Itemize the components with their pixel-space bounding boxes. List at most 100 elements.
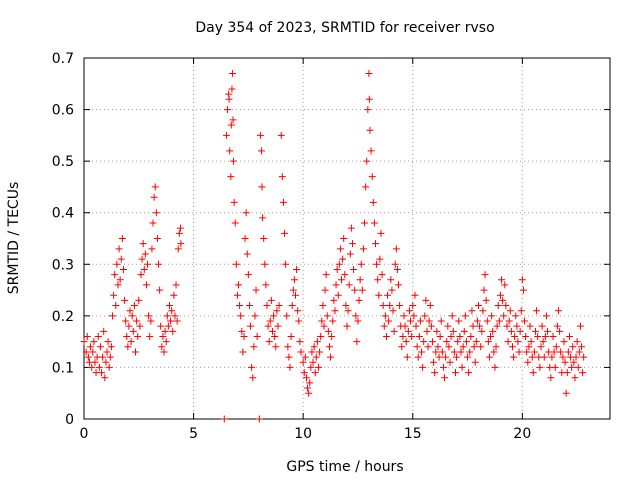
data-point [390, 327, 398, 335]
data-point [404, 327, 412, 335]
data-point [460, 327, 468, 335]
data-point [573, 338, 581, 346]
data-point [152, 209, 160, 217]
data-point [448, 312, 456, 320]
data-point [252, 286, 260, 294]
data-point [385, 317, 393, 325]
data-point [134, 332, 142, 340]
data-point [224, 106, 232, 114]
data-point [379, 302, 387, 310]
data-point [457, 348, 465, 356]
data-point [222, 131, 230, 139]
data-point [344, 307, 352, 315]
data-point [104, 338, 112, 346]
data-point [163, 312, 171, 320]
data-point [263, 302, 271, 310]
data-point [553, 322, 561, 330]
data-point [465, 369, 473, 377]
data-point [492, 343, 500, 351]
data-points [80, 69, 588, 423]
data-point [225, 95, 233, 103]
data-point [426, 302, 434, 310]
data-point [80, 338, 88, 346]
data-point [116, 276, 124, 284]
data-point [177, 240, 185, 248]
data-point [102, 358, 110, 366]
data-point [256, 131, 264, 139]
data-point [348, 240, 356, 248]
data-point [518, 276, 526, 284]
data-point [229, 69, 237, 77]
data-point [438, 348, 446, 356]
data-point [129, 327, 137, 335]
data-point [350, 265, 358, 273]
data-point [265, 338, 273, 346]
data-point [517, 307, 525, 315]
data-point [307, 363, 315, 371]
data-point [290, 276, 298, 284]
data-point [422, 296, 430, 304]
data-point [322, 271, 330, 279]
data-point [140, 265, 148, 273]
data-point [317, 332, 325, 340]
data-point [147, 317, 155, 325]
data-point [387, 276, 395, 284]
data-point [274, 322, 282, 330]
data-point [332, 281, 340, 289]
data-point [357, 260, 365, 268]
data-point [171, 312, 179, 320]
data-point [342, 302, 350, 310]
data-point [491, 363, 499, 371]
data-point [279, 198, 287, 206]
data-point [235, 281, 243, 289]
data-point [399, 332, 407, 340]
data-point [124, 343, 132, 351]
data-point [247, 322, 255, 330]
data-point [313, 338, 321, 346]
data-point [560, 338, 568, 346]
data-point [266, 317, 274, 325]
data-point [513, 322, 521, 330]
data-point [471, 358, 479, 366]
data-point [370, 219, 378, 227]
x-tick-label: 10 [294, 426, 312, 442]
x-tick-label: 20 [513, 426, 531, 442]
data-point [432, 348, 440, 356]
data-point [229, 157, 237, 165]
data-point [420, 338, 428, 346]
data-point [428, 338, 436, 346]
data-point [365, 69, 373, 77]
data-point [539, 338, 547, 346]
data-point [286, 363, 294, 371]
data-point [88, 363, 96, 371]
data-point [155, 260, 163, 268]
data-point [519, 286, 527, 294]
data-point [255, 415, 263, 423]
data-point [228, 85, 236, 93]
data-point [158, 343, 166, 351]
data-point [95, 363, 103, 371]
data-point [319, 302, 327, 310]
data-point [289, 286, 297, 294]
data-point [508, 343, 516, 351]
data-point [398, 343, 406, 351]
data-point [299, 358, 307, 366]
data-point [476, 322, 484, 330]
data-point [482, 296, 490, 304]
data-point [355, 296, 363, 304]
data-point [91, 358, 99, 366]
data-point [378, 271, 386, 279]
data-point [133, 317, 141, 325]
data-point [153, 235, 161, 242]
data-point [427, 322, 435, 330]
data-point [335, 260, 343, 268]
data-point [371, 240, 379, 248]
data-point [382, 332, 390, 340]
data-point [320, 322, 328, 330]
data-point [308, 348, 316, 356]
data-point [445, 343, 453, 351]
data-point [488, 312, 496, 320]
data-point [489, 327, 497, 335]
data-point [94, 332, 102, 340]
data-point [412, 322, 420, 330]
